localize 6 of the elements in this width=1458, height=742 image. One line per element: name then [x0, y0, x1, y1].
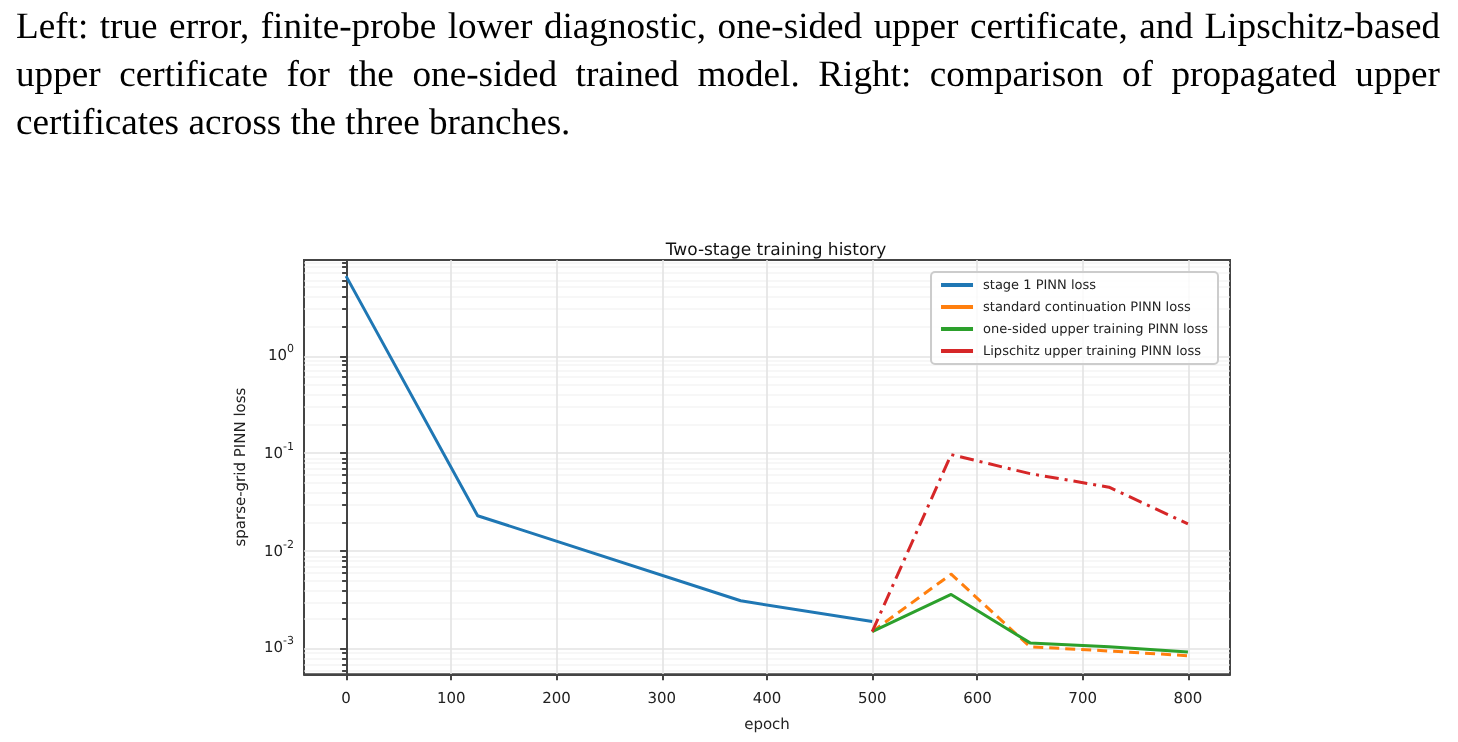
chart-title: Two-stage training history: [663, 241, 887, 261]
line-series: [870, 453, 1190, 634]
text: Left: true error, finite-probe lower diagnostic, one-sided upper certificate, and Lipschitz-based upper certificate for the one-sided trained model. Right: comparison of propagated upper certificates across the three branches.: [16, 4, 1440, 148]
line-series: [870, 572, 1190, 658]
line-series: [344, 274, 874, 624]
line-series: [870, 592, 1190, 654]
